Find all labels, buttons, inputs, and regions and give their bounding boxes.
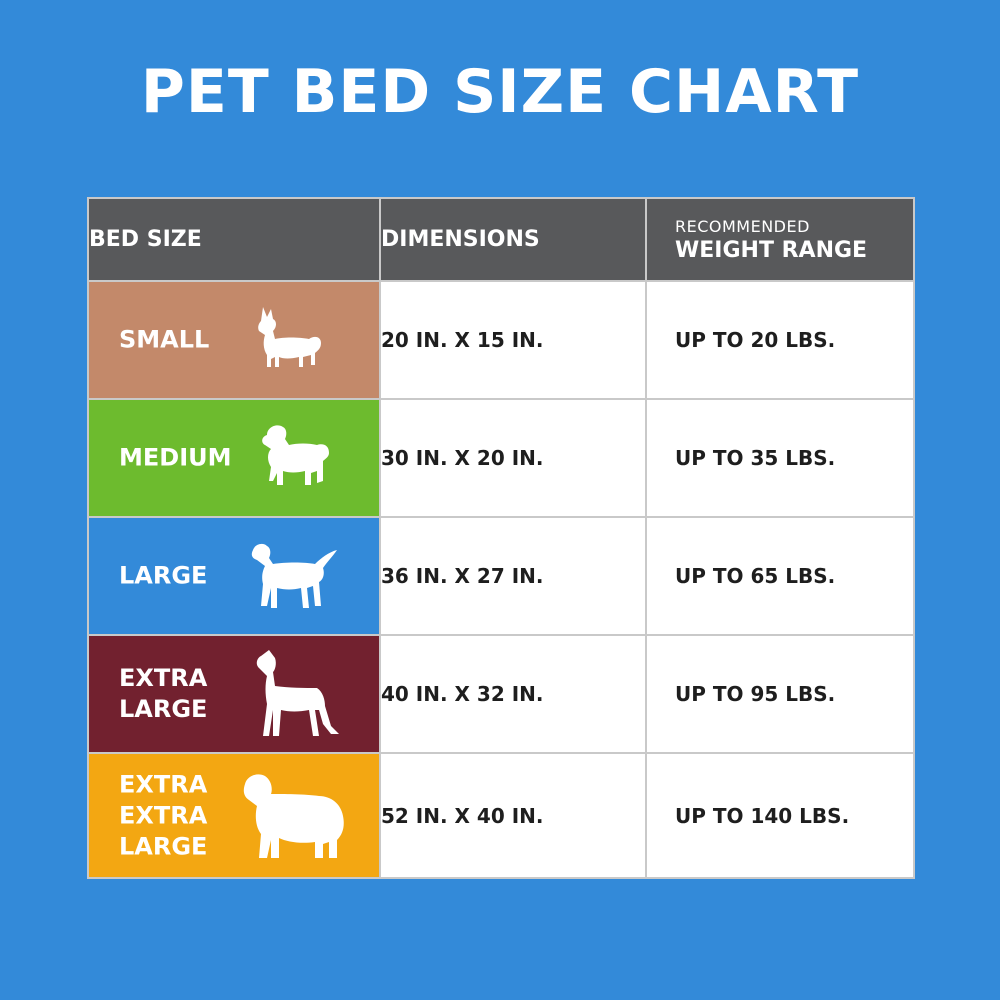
extra-large-dog-icon xyxy=(256,650,339,736)
large-dog-icon xyxy=(251,543,337,608)
size-table: BED SIZE DIMENSIONS RECOMMENDED WEIGHT R… xyxy=(87,197,915,879)
size-label: EXTRA EXTRA LARGE xyxy=(119,770,208,860)
weight-range-header: RECOMMENDED WEIGHT RANGE xyxy=(645,197,915,282)
small-dog-icon xyxy=(258,307,321,367)
weight-header-subtitle: RECOMMENDED xyxy=(675,216,810,236)
size-label: SMALL xyxy=(119,325,210,354)
weight-header-title: WEIGHT RANGE xyxy=(675,237,868,263)
weight-cell: UP TO 65 LBS. xyxy=(645,516,915,636)
weight-cell: UP TO 95 LBS. xyxy=(645,634,915,754)
size-cell-medium: MEDIUM xyxy=(87,398,381,518)
medium-dog-icon xyxy=(262,425,329,485)
weight-cell: UP TO 20 LBS. xyxy=(645,280,915,400)
table-row: EXTRA LARGE 40 IN. X 32 IN. UP TO 95 LBS… xyxy=(87,634,915,754)
extra-extra-large-dog-icon xyxy=(243,773,344,858)
dimensions-header: DIMENSIONS xyxy=(379,197,647,282)
table-row: LARGE 36 IN. X 27 IN. UP TO 65 LBS. xyxy=(87,516,915,636)
size-cell-large: LARGE xyxy=(87,516,381,636)
weight-cell: UP TO 35 LBS. xyxy=(645,398,915,518)
table-header-row: BED SIZE DIMENSIONS RECOMMENDED WEIGHT R… xyxy=(87,197,915,282)
dimensions-cell: 52 IN. X 40 IN. xyxy=(379,752,647,879)
size-label: LARGE xyxy=(119,561,208,590)
dimensions-cell: 20 IN. X 15 IN. xyxy=(379,280,647,400)
page-title: PET BED SIZE CHART xyxy=(140,57,860,127)
table-row: SMALL 20 IN. X 15 IN. UP TO 20 LBS. xyxy=(87,280,915,400)
dimensions-cell: 36 IN. X 27 IN. xyxy=(379,516,647,636)
size-cell-extra-large: EXTRA LARGE xyxy=(87,634,381,754)
size-cell-extra-extra-large: EXTRA EXTRA LARGE xyxy=(87,752,381,879)
size-label: EXTRA LARGE xyxy=(119,664,208,723)
size-cell-small: SMALL xyxy=(87,280,381,400)
weight-cell: UP TO 140 LBS. xyxy=(645,752,915,879)
bed-size-header: BED SIZE xyxy=(87,197,381,282)
dimensions-cell: 40 IN. X 32 IN. xyxy=(379,634,647,754)
size-label: MEDIUM xyxy=(119,443,232,472)
table-row: MEDIUM 30 IN. X 20 IN. UP TO 35 LBS. xyxy=(87,398,915,518)
table-row: EXTRA EXTRA LARGE 52 IN. X 40 IN. UP TO … xyxy=(87,752,915,879)
dimensions-cell: 30 IN. X 20 IN. xyxy=(379,398,647,518)
